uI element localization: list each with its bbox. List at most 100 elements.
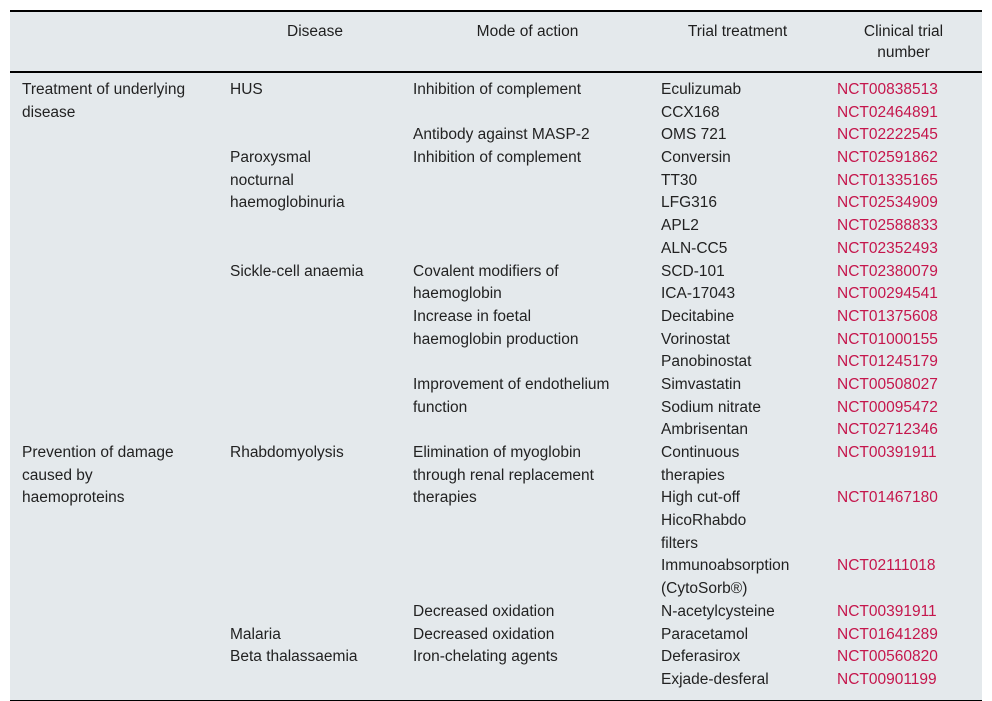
trial-treatment-cell: SCD-101 xyxy=(661,262,725,280)
row-group-cell xyxy=(10,192,225,215)
trial-treatment-cell: Sodium nitrate xyxy=(661,398,761,416)
trial-number-link[interactable]: NCT00294541 xyxy=(837,285,938,303)
trial-treatment-cell: Exjade-desferal xyxy=(661,670,769,688)
trial-treatment-cell: Panobinostat xyxy=(661,353,752,371)
row-group-cell xyxy=(10,215,225,238)
mode-of-action-cell xyxy=(405,533,650,556)
trial-number-link[interactable]: NCT01245179 xyxy=(837,353,938,371)
trial-number-link[interactable]: NCT01335165 xyxy=(837,171,938,189)
trial-number-link[interactable]: NCT02534909 xyxy=(837,194,938,212)
trial-number-link[interactable]: NCT02222545 xyxy=(837,126,938,144)
disease-cell xyxy=(225,510,405,533)
trial-number-link[interactable]: NCT02352493 xyxy=(837,239,938,257)
header-clinical-trial-number-label: Clinical trial number xyxy=(863,23,944,61)
table-row: APL2 NCT02588833 xyxy=(10,215,982,238)
trial-number-link[interactable]: NCT00508027 xyxy=(837,375,938,393)
trial-treatment-cell: Eculizumab xyxy=(661,81,742,98)
row-group-cell: haemoproteins xyxy=(22,489,125,507)
row-group-cell xyxy=(10,124,225,147)
row-group-cell: Treatment of underlying xyxy=(22,81,186,98)
trial-treatment-cell: therapies xyxy=(661,466,725,484)
header-mode-of-action: Mode of action xyxy=(476,23,579,40)
table-body: Treatment of underlying HUS Inhibition o… xyxy=(10,73,982,700)
header-disease: Disease xyxy=(287,23,343,40)
table-row: Paroxysmal Inhibition of complement Conv… xyxy=(10,147,982,170)
table-row: ALN-CC5 NCT02352493 xyxy=(10,238,982,261)
disease-cell xyxy=(225,397,405,420)
mode-of-action-cell: Covalent modifiers of xyxy=(413,262,559,280)
trial-number-link[interactable]: NCT02111018 xyxy=(837,557,936,575)
disease-cell xyxy=(225,601,405,624)
row-group-cell xyxy=(10,578,225,601)
mode-of-action-cell: Decreased oxidation xyxy=(413,602,555,620)
table-row: Panobinostat NCT01245179 xyxy=(10,351,982,374)
row-group-cell xyxy=(10,170,225,193)
disease-cell xyxy=(225,283,405,306)
trial-treatment-cell: LFG316 xyxy=(661,194,718,212)
disease-cell xyxy=(225,351,405,374)
disease-cell: HUS xyxy=(230,81,263,98)
table-row: disease CCX168 NCT02464891 xyxy=(10,102,982,125)
row-group-cell xyxy=(10,555,225,578)
trial-treatment-cell: HicoRhabdo xyxy=(661,512,747,530)
mode-of-action-cell xyxy=(405,192,650,215)
table-row: haemoglobinuria LFG316 NCT02534909 xyxy=(10,192,982,215)
trial-treatment-cell: Continuous xyxy=(661,444,740,461)
mode-of-action-cell xyxy=(405,170,650,193)
trial-number-cell xyxy=(825,533,982,556)
trial-number-link[interactable]: NCT00095472 xyxy=(837,398,938,416)
header-clinical-trial-number: Clinical trial number xyxy=(825,21,982,63)
table-row: Malaria Decreased oxidation Paracetamol … xyxy=(10,624,982,647)
trial-number-link[interactable]: NCT01467180 xyxy=(837,489,938,507)
disease-cell xyxy=(225,533,405,556)
trial-number-cell xyxy=(825,510,982,533)
disease-cell: Rhabdomyolysis xyxy=(230,444,344,461)
disease-cell xyxy=(225,374,405,397)
mode-of-action-cell: haemoglobin xyxy=(413,285,502,303)
trial-treatment-cell: Immunoabsorption xyxy=(661,557,790,575)
trial-number-link[interactable]: NCT02380079 xyxy=(837,262,938,280)
trial-number-link[interactable]: NCT02588833 xyxy=(837,217,938,235)
trial-treatment-cell: APL2 xyxy=(661,217,699,235)
table-row: Beta thalassaemia Iron-chelating agents … xyxy=(10,646,982,669)
trial-number-link[interactable]: NCT00901199 xyxy=(837,670,937,688)
trial-number-link[interactable]: NCT01641289 xyxy=(837,625,938,643)
trial-treatment-cell: ICA-17043 xyxy=(661,285,736,303)
row-group-cell xyxy=(10,397,225,420)
mode-of-action-cell xyxy=(405,215,650,238)
table-row: haemoglobin ICA-17043 NCT00294541 xyxy=(10,283,982,306)
mode-of-action-cell: Increase in foetal xyxy=(413,307,532,325)
row-group-cell xyxy=(10,351,225,374)
mode-of-action-cell xyxy=(405,578,650,601)
table-row: Antibody against MASP-2 OMS 721 NCT02222… xyxy=(10,124,982,147)
disease-cell xyxy=(225,465,405,488)
trial-treatment-cell: filters xyxy=(661,534,699,552)
mode-of-action-cell: Inhibition of complement xyxy=(413,81,582,98)
table-header-row: Disease Mode of action Trial treatment C… xyxy=(10,12,982,73)
trial-number-link[interactable]: NCT02591862 xyxy=(837,149,938,167)
disease-cell xyxy=(225,215,405,238)
disease-cell xyxy=(225,669,405,692)
row-group-cell xyxy=(10,283,225,306)
disease-cell: Malaria xyxy=(230,625,281,643)
row-group-cell xyxy=(10,238,225,261)
trial-number-link[interactable]: NCT02464891 xyxy=(837,103,938,121)
row-group-cell xyxy=(10,329,225,352)
disease-cell xyxy=(225,102,405,125)
trial-number-link[interactable]: NCT01375608 xyxy=(837,307,938,325)
disease-cell xyxy=(225,419,405,442)
row-group-cell xyxy=(10,601,225,624)
mode-of-action-cell: function xyxy=(413,398,468,416)
trial-number-link[interactable]: NCT00838513 xyxy=(837,81,938,98)
trial-number-link[interactable]: NCT02712346 xyxy=(837,421,938,439)
mode-of-action-cell: Inhibition of complement xyxy=(413,149,582,167)
table-row: Ambrisentan NCT02712346 xyxy=(10,419,982,442)
trial-number-link[interactable]: NCT01000155 xyxy=(837,330,938,348)
table-row: caused by through renal replacement ther… xyxy=(10,465,982,488)
row-group-cell xyxy=(10,533,225,556)
row-group-cell xyxy=(10,646,225,669)
trial-number-link[interactable]: NCT00391911 xyxy=(837,444,937,461)
trial-number-link[interactable]: NCT00560820 xyxy=(837,648,938,666)
row-group-cell xyxy=(10,419,225,442)
trial-number-link[interactable]: NCT00391911 xyxy=(837,602,937,620)
